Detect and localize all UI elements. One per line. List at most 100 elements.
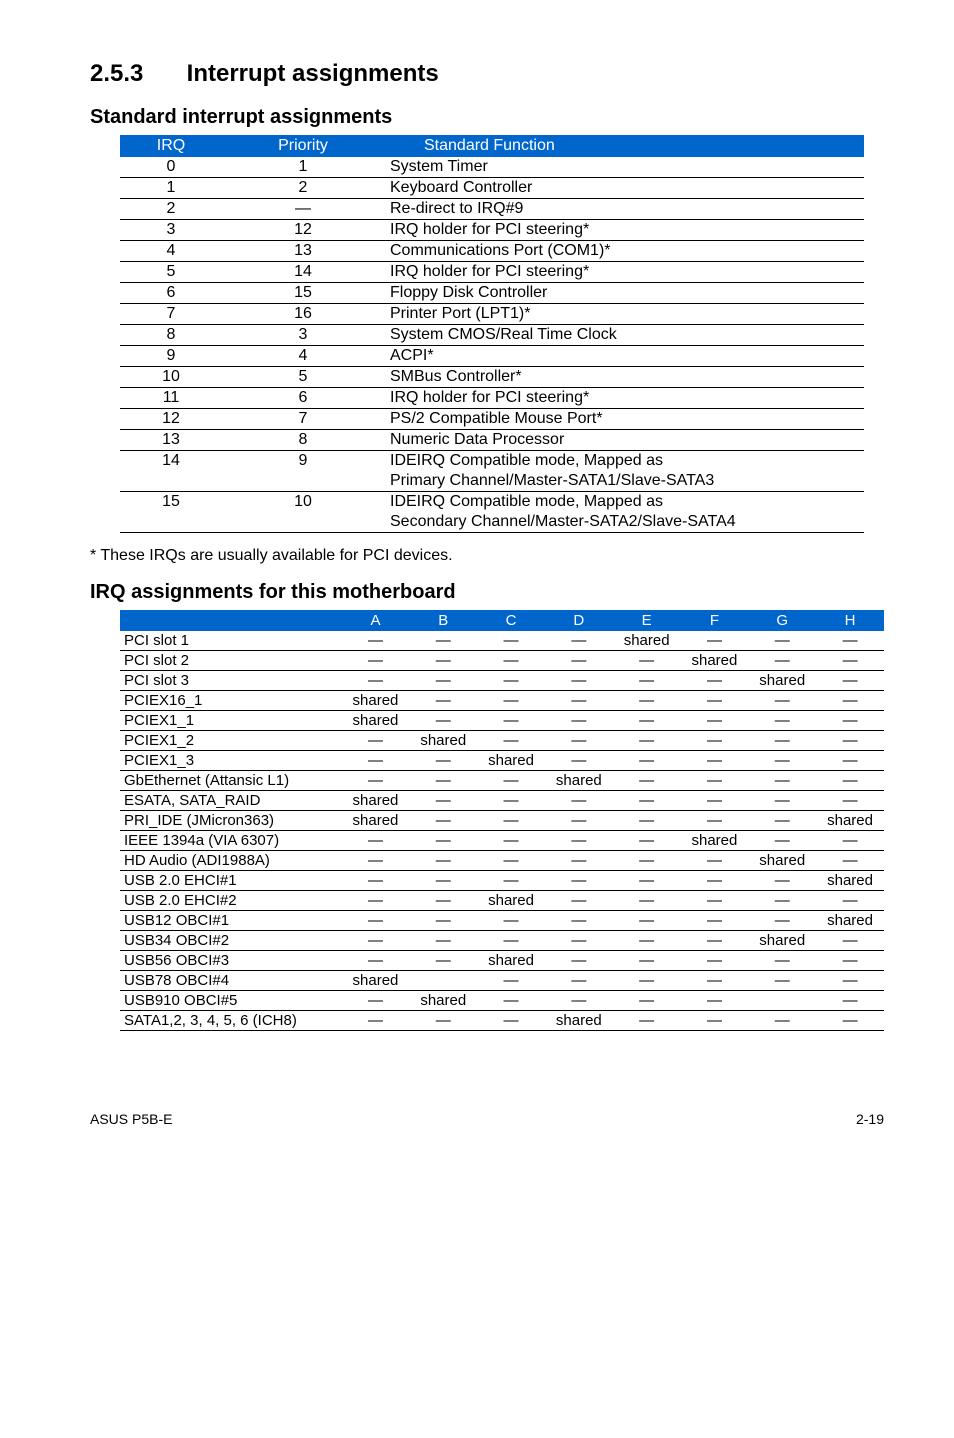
assign-cell: —: [748, 631, 816, 651]
assign-cell: —: [545, 851, 613, 871]
assign-cell: —: [409, 1011, 477, 1031]
assign-cell: —: [409, 711, 477, 731]
assign-cell: —: [545, 731, 613, 751]
assign-cell: —: [545, 951, 613, 971]
assign-cell: —: [681, 751, 749, 771]
table-row: USB78 OBCI#4shared——————: [120, 971, 884, 991]
assign-cell: —: [409, 691, 477, 711]
assign-cell: —: [342, 951, 410, 971]
assign-cell: —: [342, 731, 410, 751]
assign-cell: —: [816, 931, 884, 951]
assign-cell: —: [409, 751, 477, 771]
assign-cell: [748, 991, 816, 1011]
assign-cell: shared: [342, 971, 410, 991]
assign-cell: —: [748, 711, 816, 731]
table-row: PCIEX1_1shared———————: [120, 711, 884, 731]
priority-cell: 1: [222, 157, 384, 178]
assign-header-label: [120, 610, 342, 631]
function-cell: System CMOS/Real Time Clock: [384, 325, 864, 346]
assign-cell: shared: [477, 951, 545, 971]
assign-cell: —: [748, 871, 816, 891]
table-row: PCIEX16_1shared———————: [120, 691, 884, 711]
assign-cell: shared: [816, 811, 884, 831]
assign-header-col: F: [681, 610, 749, 631]
assign-cell: —: [409, 911, 477, 931]
assign-cell: —: [409, 791, 477, 811]
irq-cell: 14: [120, 451, 222, 472]
assign-cell: —: [477, 771, 545, 791]
assign-cell: —: [342, 1011, 410, 1031]
footer-left: ASUS P5B-E: [90, 1111, 172, 1127]
assign-cell: —: [681, 931, 749, 951]
function-cell: System Timer: [384, 157, 864, 178]
assign-cell: —: [816, 711, 884, 731]
assign-label-cell: USB 2.0 EHCI#2: [120, 891, 342, 911]
assign-label-cell: HD Audio (ADI1988A): [120, 851, 342, 871]
table-row: 312IRQ holder for PCI steering*: [120, 220, 864, 241]
table-row: 01System Timer: [120, 157, 864, 178]
assign-cell: —: [681, 871, 749, 891]
table-row: IEEE 1394a (VIA 6307)—————shared——: [120, 831, 884, 851]
assign-cell: —: [816, 691, 884, 711]
assign-cell: —: [681, 631, 749, 651]
assign-cell: —: [681, 971, 749, 991]
assign-cell: —: [613, 671, 681, 691]
assign-cell: —: [409, 631, 477, 651]
assign-cell: —: [342, 751, 410, 771]
priority-cell: 8: [222, 430, 384, 451]
assign-label-cell: USB34 OBCI#2: [120, 931, 342, 951]
table-row: 716Printer Port (LPT1)*: [120, 304, 864, 325]
assign-cell: —: [545, 991, 613, 1011]
table-row: 615Floppy Disk Controller: [120, 283, 864, 304]
assign-cell: —: [477, 651, 545, 671]
assign-header-col: D: [545, 610, 613, 631]
assign-cell: shared: [409, 731, 477, 751]
assign-cell: —: [681, 951, 749, 971]
assign-label-cell: SATA1,2, 3, 4, 5, 6 (ICH8): [120, 1011, 342, 1031]
assign-cell: —: [545, 891, 613, 911]
table-row: USB 2.0 EHCI#1———————shared: [120, 871, 884, 891]
assign-cell: —: [477, 811, 545, 831]
assign-cell: —: [545, 631, 613, 651]
assign-cell: —: [613, 771, 681, 791]
assign-header-col: G: [748, 610, 816, 631]
assign-cell: —: [545, 831, 613, 851]
function-cell: IRQ holder for PCI steering*: [384, 220, 864, 241]
function-cell: IDEIRQ Compatible mode, Mapped as: [384, 492, 864, 513]
assign-cell: —: [409, 871, 477, 891]
assign-cell: —: [342, 651, 410, 671]
footer-right: 2-19: [856, 1111, 884, 1127]
priority-cell: 7: [222, 409, 384, 430]
assign-cell: —: [681, 891, 749, 911]
function-cell: ACPI*: [384, 346, 864, 367]
function-cell: Keyboard Controller: [384, 178, 864, 199]
assign-cell: —: [816, 951, 884, 971]
assign-cell: —: [748, 1011, 816, 1031]
table-row: PCI slot 2—————shared——: [120, 651, 884, 671]
assign-cell: —: [342, 911, 410, 931]
assign-label-cell: PRI_IDE (JMicron363): [120, 811, 342, 831]
assign-cell: —: [816, 831, 884, 851]
assign-cell: —: [816, 791, 884, 811]
assign-cell: —: [409, 951, 477, 971]
table-row: USB34 OBCI#2——————shared—: [120, 931, 884, 951]
std-header-function: Standard Function: [384, 135, 864, 157]
function-cell: Primary Channel/Master-SATA1/Slave-SATA3: [384, 471, 864, 492]
table-row: PCI slot 1————shared———: [120, 631, 884, 651]
irq-cell: 15: [120, 492, 222, 513]
priority-cell: 9: [222, 451, 384, 472]
assign-cell: —: [613, 971, 681, 991]
table-row: 12Keyboard Controller: [120, 178, 864, 199]
assign-cell: shared: [342, 691, 410, 711]
assign-cell: —: [342, 991, 410, 1011]
assign-cell: shared: [816, 871, 884, 891]
irq-cell: 10: [120, 367, 222, 388]
irq-cell: 13: [120, 430, 222, 451]
assign-cell: —: [816, 1011, 884, 1031]
assign-cell: —: [342, 631, 410, 651]
assign-cell: —: [342, 871, 410, 891]
assign-cell: —: [477, 911, 545, 931]
assign-cell: shared: [681, 831, 749, 851]
table-row: 127PS/2 Compatible Mouse Port*: [120, 409, 864, 430]
assign-cell: —: [748, 791, 816, 811]
